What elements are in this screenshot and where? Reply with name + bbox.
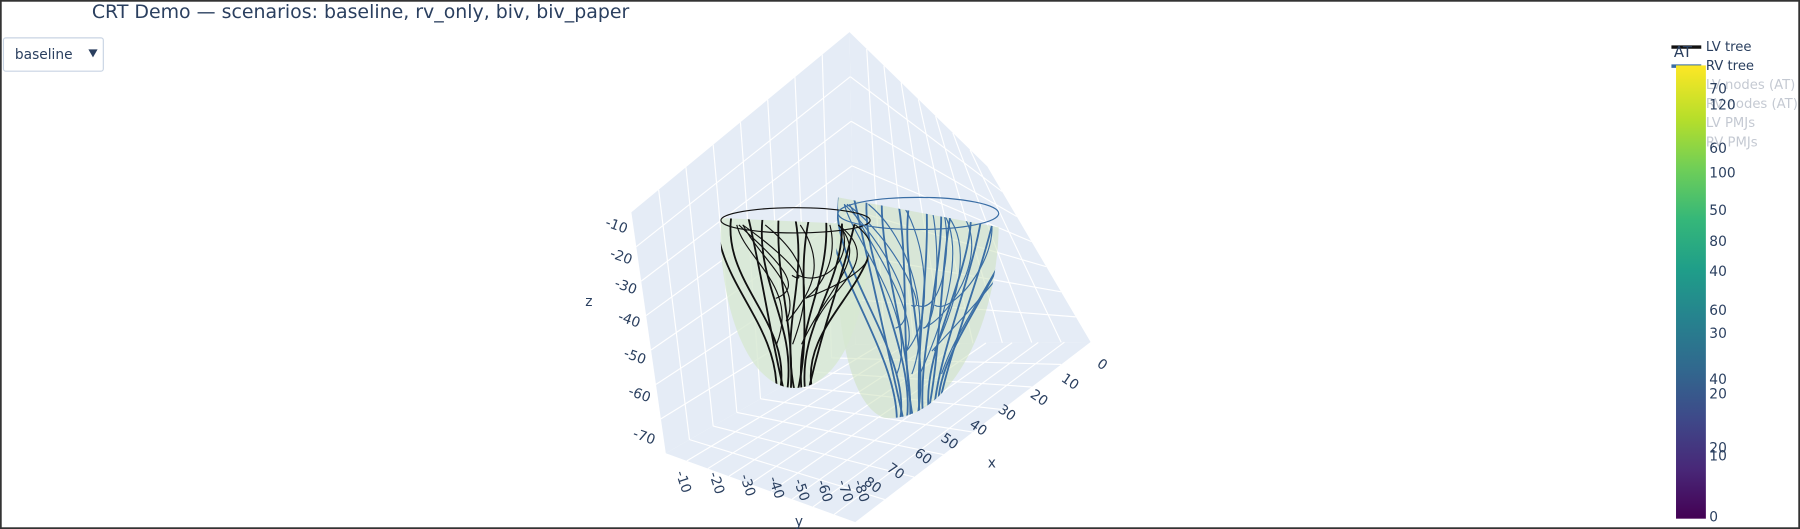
y-tick-label: -80 xyxy=(850,478,872,504)
colorbar-tick-label: 80 xyxy=(1709,234,1727,250)
legend-label[interactable]: RV nodes (AT) xyxy=(1706,97,1798,112)
legend-item[interactable]: LV PMJs xyxy=(1706,116,1755,131)
legend-label[interactable]: RV PMJs xyxy=(1706,135,1758,150)
y-tick-label: -60 xyxy=(813,478,835,504)
tree-branch xyxy=(937,197,999,419)
colorbar-tick-label: 120 xyxy=(1709,98,1735,114)
tree-branch xyxy=(805,224,833,299)
tree-branch xyxy=(836,197,898,419)
colorbar-tick-label: 40 xyxy=(1709,264,1727,280)
colorbar-tick-label: 40 xyxy=(1709,372,1727,388)
x-axis-title: x xyxy=(988,456,996,472)
pane-grid-line xyxy=(713,425,915,478)
rv-rim xyxy=(837,196,1000,231)
pane-grid-line xyxy=(833,341,1065,515)
tree-branch xyxy=(760,218,790,388)
scene-3d[interactable]: -10-20-30-40-50-60-70-10 -20 -30 -40 -50 -60-… xyxy=(585,32,1110,529)
tree-branch xyxy=(729,218,783,388)
colorbar-tick-label: 30 xyxy=(1709,326,1727,342)
tree-branch xyxy=(803,218,843,388)
dropdown-arrow[interactable] xyxy=(88,49,98,58)
colorbar-title: AT xyxy=(1674,43,1693,61)
tree-branch xyxy=(843,203,907,329)
pane-grid-line xyxy=(969,149,1062,343)
colorbar-tick-label: 60 xyxy=(1709,303,1727,319)
tree-branch xyxy=(843,204,903,375)
tree-branch xyxy=(789,218,800,388)
legend-label[interactable]: RV tree xyxy=(1706,59,1754,74)
tree-branch xyxy=(868,203,921,375)
pane-grid-line xyxy=(736,411,944,456)
dropdown-box[interactable] xyxy=(2,37,104,72)
tree-branch xyxy=(815,224,858,322)
pane-grid-line xyxy=(685,167,714,427)
tree-branch xyxy=(836,197,903,419)
lv-tree xyxy=(720,218,871,388)
y-tick-label: -70 xyxy=(834,478,856,504)
tree-branch xyxy=(798,224,846,279)
z-tick-label: -40 xyxy=(616,309,643,332)
scenario-dropdown[interactable]: baseline xyxy=(2,37,104,72)
colorbar-tick-label: 70 xyxy=(1709,82,1727,98)
legend[interactable]: LV tree RV tree LV nodes (AT) RV nodes (AT)… xyxy=(1671,40,1798,150)
pane-grid-line xyxy=(760,398,973,433)
tree-branch xyxy=(865,197,909,419)
colorbar-tick-label: 20 xyxy=(1709,441,1727,457)
pane-grid-line xyxy=(812,342,1039,508)
legend-item[interactable]: LV tree xyxy=(1671,40,1752,55)
z-tick-label: -10 xyxy=(603,215,630,238)
y-tick-label: -20 xyxy=(705,470,727,496)
z-axis-title: z xyxy=(585,294,592,310)
colorbar-tick-label: 10 xyxy=(1709,449,1727,465)
y-tick-label: -10 xyxy=(672,469,694,495)
y-tick-label: -50 xyxy=(790,477,812,503)
z-tick-label: -60 xyxy=(626,383,653,406)
page-title: CRT Demo — scenarios: baseline, rv_only,… xyxy=(92,1,630,23)
pane-grid-line xyxy=(658,189,691,440)
z-tick-label: -50 xyxy=(622,346,649,369)
colorbar-tick-label: 100 xyxy=(1709,165,1735,181)
tree-branch xyxy=(895,197,915,419)
tree-branch xyxy=(746,218,785,388)
pane-grid-line xyxy=(689,439,885,501)
legend-item[interactable]: RV PMJs xyxy=(1706,135,1758,150)
z-tick-label: -20 xyxy=(608,246,635,269)
tree-branch xyxy=(906,197,922,419)
y-axis-title: y xyxy=(795,514,803,529)
tree-branch xyxy=(799,218,828,388)
tree-branch xyxy=(919,203,954,375)
legend-item[interactable]: RV nodes (AT) xyxy=(1706,97,1798,112)
dropdown-value[interactable]: baseline xyxy=(15,47,73,63)
colorbar-tick-label: 0 xyxy=(1709,510,1718,526)
tree-branch xyxy=(801,224,851,345)
colorbar-gradient xyxy=(1676,65,1706,519)
tree-branch xyxy=(921,197,943,419)
tree-branch xyxy=(720,218,778,388)
tree-branch xyxy=(805,224,871,299)
lv-rim xyxy=(720,207,871,234)
legend-label[interactable]: LV tree xyxy=(1706,40,1752,55)
floor xyxy=(665,341,1091,523)
tree-branch xyxy=(809,218,871,388)
y-tick-label: -30 xyxy=(736,472,758,498)
colorbar-tick-label: 20 xyxy=(1709,387,1727,403)
tree-branch xyxy=(742,224,791,322)
y-tick-label: -40 xyxy=(765,475,787,501)
pane-grid-line xyxy=(791,342,1013,500)
tree-branch xyxy=(797,218,811,388)
colorbar-tick-label: 60 xyxy=(1709,141,1727,157)
colorbar-tick-label: 50 xyxy=(1709,203,1727,219)
legend-item[interactable]: LV nodes (AT) xyxy=(1706,78,1795,93)
z-tick-label: -70 xyxy=(631,426,658,449)
legend-label[interactable]: LV PMJs xyxy=(1706,116,1755,131)
z-tick-label: -30 xyxy=(612,276,639,299)
legend-label[interactable]: LV nodes (AT) xyxy=(1706,78,1795,93)
